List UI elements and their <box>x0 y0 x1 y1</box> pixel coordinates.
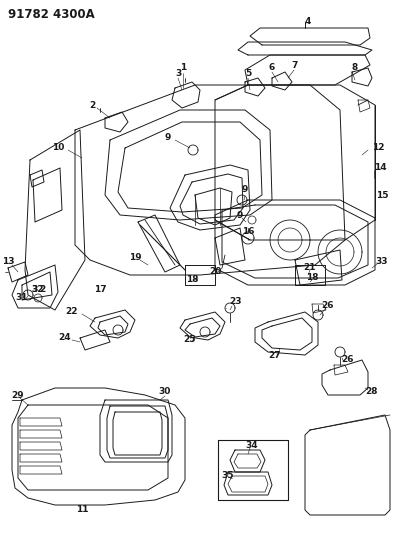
Text: 18: 18 <box>306 273 318 282</box>
Text: 22: 22 <box>66 308 78 317</box>
Text: 9: 9 <box>165 133 171 142</box>
Text: 6: 6 <box>269 63 275 72</box>
Text: 3: 3 <box>32 286 38 295</box>
Text: 1: 1 <box>180 63 186 72</box>
Text: 9: 9 <box>237 211 243 220</box>
Text: 26: 26 <box>342 356 354 365</box>
Text: 28: 28 <box>366 387 378 397</box>
Text: 21: 21 <box>304 263 316 272</box>
Text: 31: 31 <box>16 294 28 303</box>
Text: 15: 15 <box>376 190 388 199</box>
Text: 2: 2 <box>39 286 45 295</box>
Text: 26: 26 <box>322 301 334 310</box>
Text: 16: 16 <box>242 228 254 237</box>
Text: 91782 4300A: 91782 4300A <box>8 8 95 21</box>
Text: 32: 32 <box>32 286 44 295</box>
Text: 35: 35 <box>222 471 234 480</box>
Text: 19: 19 <box>129 254 141 262</box>
Text: 9: 9 <box>242 185 248 195</box>
Text: 33: 33 <box>376 257 388 266</box>
Text: 5: 5 <box>245 69 251 77</box>
Text: 27: 27 <box>269 351 281 359</box>
Text: 18: 18 <box>186 276 198 285</box>
Text: 4: 4 <box>305 18 311 27</box>
Text: 34: 34 <box>246 440 258 449</box>
Text: 8: 8 <box>352 63 358 72</box>
Text: 23: 23 <box>229 297 241 306</box>
Text: 17: 17 <box>94 286 106 295</box>
Text: 13: 13 <box>2 257 14 266</box>
Text: 11: 11 <box>76 505 88 514</box>
Text: 29: 29 <box>12 391 24 400</box>
Text: 24: 24 <box>59 334 71 343</box>
Text: 10: 10 <box>52 143 64 152</box>
Text: 25: 25 <box>184 335 196 344</box>
Text: 12: 12 <box>372 143 384 152</box>
Text: 2: 2 <box>89 101 95 109</box>
Text: 14: 14 <box>374 164 386 173</box>
Text: 20: 20 <box>209 268 221 277</box>
Text: 30: 30 <box>159 387 171 397</box>
Text: 3: 3 <box>175 69 181 77</box>
Text: 7: 7 <box>292 61 298 69</box>
